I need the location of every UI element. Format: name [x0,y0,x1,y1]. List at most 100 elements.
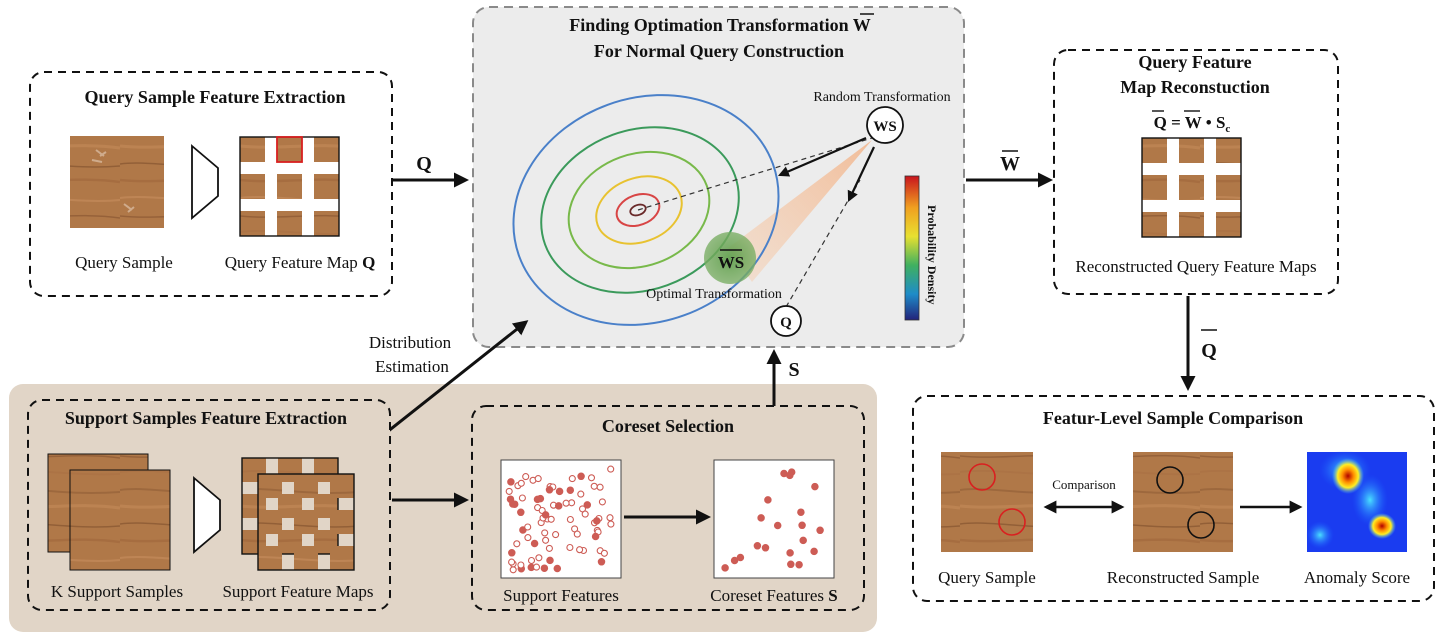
feature-cell [294,474,318,498]
feature-dot [730,556,739,565]
query-anomaly-circle-1 [968,463,996,491]
coreset-box: Coreset Selection Support Features Cores… [471,405,865,611]
query-feature-map [239,136,340,237]
contour-yellow [595,175,683,245]
highlighted-patch [276,136,303,163]
feature-cell [294,510,318,534]
feature-dot [606,514,614,522]
feature-cell [1216,175,1241,200]
reconstruction-title-line1: Query Feature [1138,52,1251,72]
feature-dot [577,490,585,498]
optimization-title-line2: For Normal Query Construction [594,41,844,61]
feature-cell [314,174,339,199]
feature-dot [816,526,824,535]
feature-cell [1179,212,1204,237]
optimal-ws-label: WS [718,253,744,272]
comparison-title: Featur-Level Sample Comparison [1043,408,1303,428]
feature-dot [810,547,818,556]
support-encoder-trapezoid [193,476,221,554]
dashed-q-to-ws [785,179,861,308]
query-sample-label: Query Sample [75,253,173,272]
support-feature-dots [505,465,615,574]
feature-dot [566,515,574,524]
feature-dot [545,544,553,552]
random-ws-node [866,106,904,144]
query-extraction-title: Query Sample Feature Extraction [84,87,345,107]
optimal-transformation-label: Optimal Transformation [646,287,782,302]
comparison-arrow-label: Comparison [1052,477,1116,492]
transformation-beam [728,140,872,282]
feature-dot [566,543,574,552]
feature-dot [555,487,564,496]
coreset-title: Coreset Selection [602,416,734,436]
feature-dot [524,523,532,531]
comparison-recon-label: Reconstructed Sample [1107,568,1260,587]
feature-dot [518,494,526,502]
feature-cell [277,211,302,236]
comparison-box: Featur-Level Sample Comparison Compariso… [912,395,1435,602]
feature-dot [761,544,770,552]
feature-dot [607,520,615,528]
feature-dot [795,560,803,569]
comparison-score-label: Anomaly Score [1304,568,1410,587]
feature-dot [517,479,525,487]
distribution-label-line2: Estimation [375,357,449,376]
feature-dot [540,564,549,572]
feature-dot [554,502,563,510]
feature-dot [542,536,550,544]
density-colorbar [904,175,920,321]
contour-outer-blue [512,94,780,326]
feature-dot [552,531,560,539]
feature-dot [786,549,794,557]
q-node [770,305,802,337]
feature-dot [513,540,521,548]
feature-cell [330,474,354,498]
query-sample-image [70,136,164,228]
arrow-s-label: S [788,359,799,381]
feature-dot [517,508,525,517]
anomaly-heatmap [1306,450,1407,552]
feature-dot [591,532,600,541]
contour-green [540,126,740,294]
feature-cell [1216,138,1241,163]
feature-cell [240,174,265,199]
comparison-query-label: Query Sample [938,568,1036,587]
feature-dot [799,536,807,545]
feature-cell [314,137,339,162]
feature-dot [597,558,606,566]
feature-dot [507,478,515,486]
feature-dot [517,561,525,569]
feature-cell [1142,175,1167,200]
feature-cell [1179,175,1204,200]
support-feature-maps [241,457,355,571]
feature-dot [534,475,542,483]
feature-cell [277,137,302,162]
feature-dot [587,474,596,482]
support-extraction-title: Support Samples Feature Extraction [65,408,347,428]
feature-dot [524,534,532,542]
feature-dot [541,529,549,537]
feature-dot [798,521,806,530]
feature-dot [577,472,585,481]
coreset-feature-dots [721,468,824,572]
reconstructed-circle-1 [1156,466,1184,494]
feature-cell [1142,212,1167,237]
feature-dot [753,542,762,550]
feature-dot [576,546,584,554]
feature-cell [294,546,318,570]
feature-map-frame [257,473,355,571]
reconstruction-box: Query Feature Map Reconstuction Q = W • … [1053,49,1339,295]
feature-cell [1216,212,1241,237]
support-extraction-box: Support Samples Feature Extraction K Sup… [27,399,391,611]
feature-dot [541,511,550,519]
feature-dot [530,539,539,548]
distribution-label-line1: Distribution [369,333,452,352]
feature-dot [598,498,606,506]
feature-dot [721,564,729,572]
feature-dot [764,496,772,504]
feature-dot [583,501,592,509]
colorbar-label: Probability Density [925,205,939,304]
contour-red [615,193,661,227]
query-scratch-mark [91,149,135,213]
